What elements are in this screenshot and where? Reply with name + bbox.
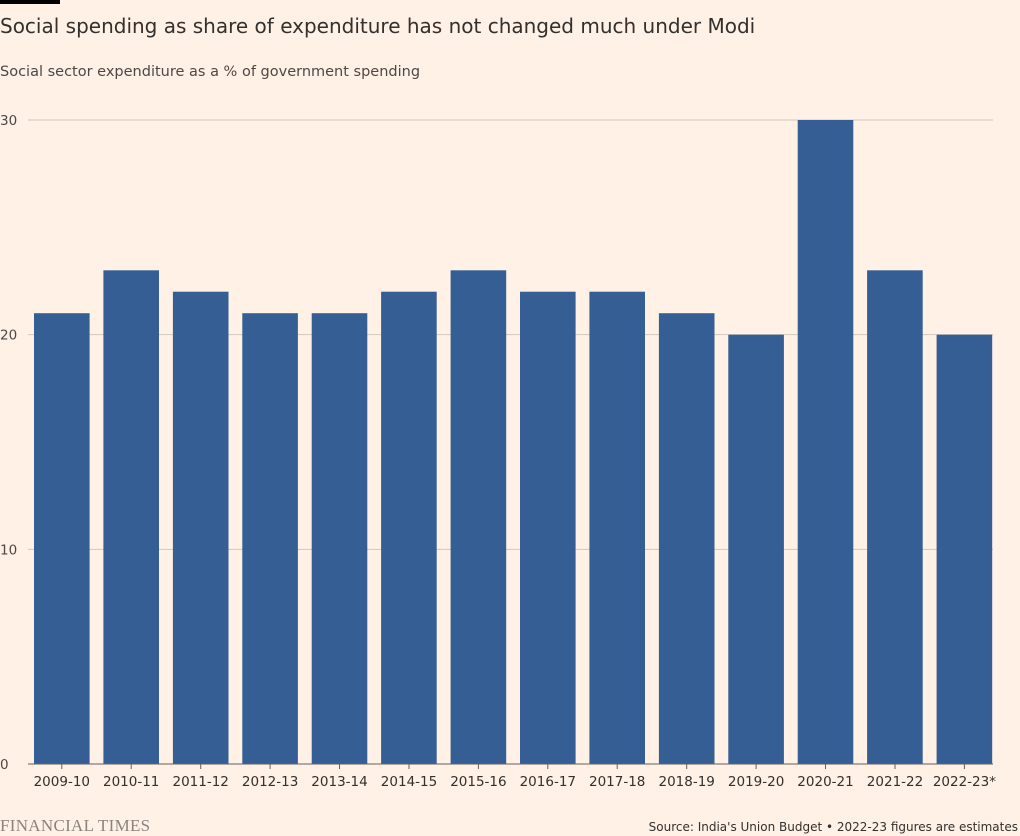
x-tick-label: 2013-14 — [311, 774, 367, 790]
bar — [34, 313, 90, 764]
x-tick-label: 2014-15 — [381, 774, 437, 790]
x-tick-label: 2021-22 — [867, 774, 923, 790]
x-tick-label: 2015-16 — [450, 774, 506, 790]
ft-logo-text: FINANCIAL TIMES — [0, 816, 151, 835]
x-tick-label: 2017-18 — [589, 774, 645, 790]
bar — [658, 313, 715, 764]
y-tick-label: 10 — [0, 542, 17, 558]
brand-accent-bar — [0, 0, 60, 4]
bar — [797, 120, 854, 764]
chart-title: Social spending as share of expenditure … — [0, 14, 756, 38]
y-tick-label: 20 — [0, 328, 17, 344]
y-tick-label: 0 — [0, 757, 9, 773]
x-tick-label: 2022-23* — [933, 774, 996, 790]
x-tick-label: 2019-20 — [728, 774, 784, 790]
bar — [936, 334, 993, 764]
bar — [103, 270, 159, 764]
x-tick-label: 2011-12 — [172, 774, 228, 790]
bar — [520, 291, 576, 764]
bar — [172, 291, 229, 764]
x-tick-label: 2018-19 — [658, 774, 714, 790]
bar — [311, 313, 368, 764]
bar — [867, 270, 923, 764]
x-tick-label: 2010-11 — [103, 774, 159, 790]
x-tick-label: 2016-17 — [520, 774, 576, 790]
bar — [242, 313, 298, 764]
bar — [589, 291, 645, 764]
y-tick-label: 30 — [0, 113, 17, 129]
chart-subtitle: Social sector expenditure as a % of gove… — [0, 64, 421, 80]
bar — [728, 334, 784, 764]
bar — [450, 270, 507, 764]
x-tick-label: 2020-21 — [797, 774, 853, 790]
x-tick-label: 2009-10 — [34, 774, 90, 790]
x-tick-label: 2012-13 — [242, 774, 298, 790]
bar — [381, 291, 437, 764]
source-note: Source: India's Union Budget • 2022-23 f… — [648, 820, 1018, 834]
